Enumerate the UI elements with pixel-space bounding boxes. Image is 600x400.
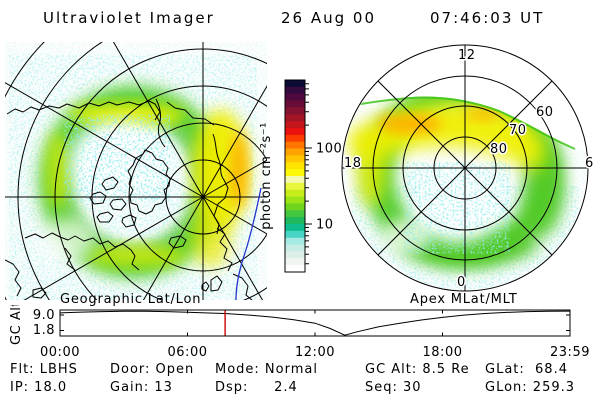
timeline-axis-ticks <box>59 310 571 336</box>
terminator-line <box>235 187 262 300</box>
xtick-0600: 06:00 <box>168 345 208 360</box>
status-glat: GLat: 68.4 <box>485 362 568 377</box>
status-mode: Mode: Normal <box>215 362 318 377</box>
xtick-1800: 18:00 <box>423 345 463 360</box>
status-glon: GLon: 259.3 <box>485 380 576 395</box>
xtick-0000: 00:00 <box>40 345 80 360</box>
status-dsp: Dsp: 2.4 <box>215 380 298 395</box>
colorbar-frame <box>284 79 306 273</box>
terminator-rim <box>346 96 576 150</box>
caption-geographic: Geographic Lat/Lon <box>60 292 202 307</box>
mlat-label-60: 60 <box>536 105 554 120</box>
status-ip: IP: 18.0 <box>10 380 68 395</box>
mlt-label-12: 12 <box>458 48 476 63</box>
coastlines <box>5 98 253 300</box>
colorbar: photon cm⁻²s⁻¹ 100 10 <box>259 79 342 273</box>
colorbar-tick-label: 100 <box>316 142 342 157</box>
status-gain: Gain: 13 <box>110 380 173 395</box>
date-label: 26 Aug 00 <box>281 9 376 27</box>
colorbar-ticks <box>305 83 312 265</box>
xtick-1200: 12:00 <box>295 345 335 360</box>
mlt-label-6: 6 <box>585 156 594 171</box>
xtick-2359: 23:59 <box>550 345 590 360</box>
colorbar-tick-label: 10 <box>316 218 334 233</box>
ytick-1-8: 1.8 <box>33 323 55 338</box>
app-title: Ultraviolet Imager <box>43 9 215 27</box>
apex-polar-plot: 12 18 6 0 60 70 80 <box>341 44 595 292</box>
caption-apex: Apex MLat/MLT <box>410 292 518 307</box>
timeline-ylabel: GC Alt <box>9 305 24 345</box>
mlt-label-18: 18 <box>344 156 362 171</box>
mlat-label-70: 70 <box>509 123 527 138</box>
time-label: 07:46:03 UT <box>430 9 545 27</box>
colorbar-unit-label: photon cm⁻²s⁻¹ <box>259 122 274 230</box>
gc-alt-timeline: GC Alt 9.0 1.8 00:00 06:00 12:00 18:00 2… <box>9 305 590 360</box>
geographic-map <box>5 42 267 300</box>
aurora-image-geo <box>22 50 258 296</box>
mlt-label-0: 0 <box>457 275 466 290</box>
latlon-grid <box>5 42 267 300</box>
status-gcalt: GC Alt: 8.5 Re <box>365 362 470 377</box>
mlat-mlt-grid <box>341 44 589 292</box>
gc-alt-curve <box>59 310 571 336</box>
aurora-image-apex <box>343 46 587 290</box>
colorbar-gradient <box>285 80 305 273</box>
ytick-9: 9.0 <box>33 308 55 323</box>
status-seq: Seq: 30 <box>365 380 422 395</box>
status-door: Door: Open <box>110 362 195 377</box>
status-flt: Flt: LBHS <box>10 362 78 377</box>
mlat-label-80: 80 <box>490 142 508 157</box>
